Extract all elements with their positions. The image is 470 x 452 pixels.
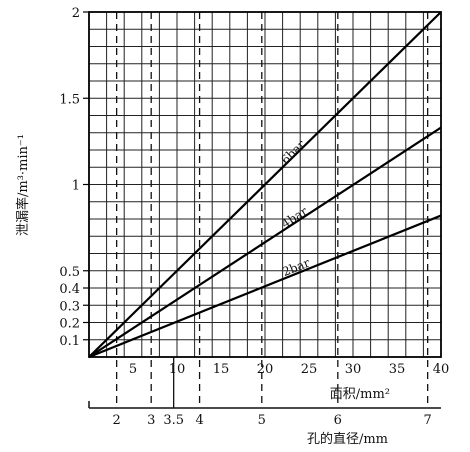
y-tick-label: 1.5: [59, 92, 80, 107]
x-tick-label: 25: [301, 362, 318, 377]
x-tick-label: 15: [213, 362, 230, 377]
diameter-tick-label: 6: [334, 413, 342, 428]
x-tick-label: 40: [433, 362, 450, 377]
x-tick-label: 5: [129, 362, 137, 377]
y-tick-labels: 0.1 0.2 0.3 0.4 0.5 1 1.5 2: [59, 6, 89, 349]
diameter-tick-label: 3.5: [163, 413, 184, 428]
series-line: [88, 11, 442, 358]
x-tick-label: 35: [389, 362, 406, 377]
diameter-axis: 2 3 3.5 4 5 6 7: [88, 401, 441, 428]
diameter-axis-title: 孔的直径/mm: [307, 431, 388, 447]
diameter-tick-label: 2: [113, 413, 121, 428]
grid: [89, 12, 441, 357]
diameter-guide-lines: [115, 12, 429, 408]
series-label: 2bar: [280, 255, 312, 279]
x-tick-label: 20: [257, 362, 274, 377]
y-tick-label: 2: [72, 6, 80, 21]
diameter-tick-label: 3: [147, 413, 155, 428]
x-tick-label: 10: [169, 362, 186, 377]
y-tick-label: 0.3: [59, 299, 80, 314]
series-line: [88, 126, 442, 358]
y-axis-title: 泄漏率/m³·min⁻¹: [15, 134, 31, 236]
x-axis-title: 面积/mm²: [330, 387, 390, 402]
diameter-tick-label: 4: [195, 413, 203, 428]
y-tick-label: 0.1: [59, 334, 80, 349]
x-tick-labels: 5 10 15 20 25 30 35 40: [129, 362, 449, 377]
series-label: 4bar: [279, 204, 310, 231]
y-tick-label: 0.2: [59, 317, 80, 332]
diameter-tick-label: 5: [258, 413, 266, 428]
x-tick-label: 30: [345, 362, 362, 377]
y-tick-label: 0.5: [59, 265, 80, 280]
diameter-tick-label: 7: [424, 413, 432, 428]
series-line: [88, 214, 442, 359]
y-tick-label: 1: [72, 179, 80, 194]
y-tick-label: 0.4: [59, 282, 80, 297]
